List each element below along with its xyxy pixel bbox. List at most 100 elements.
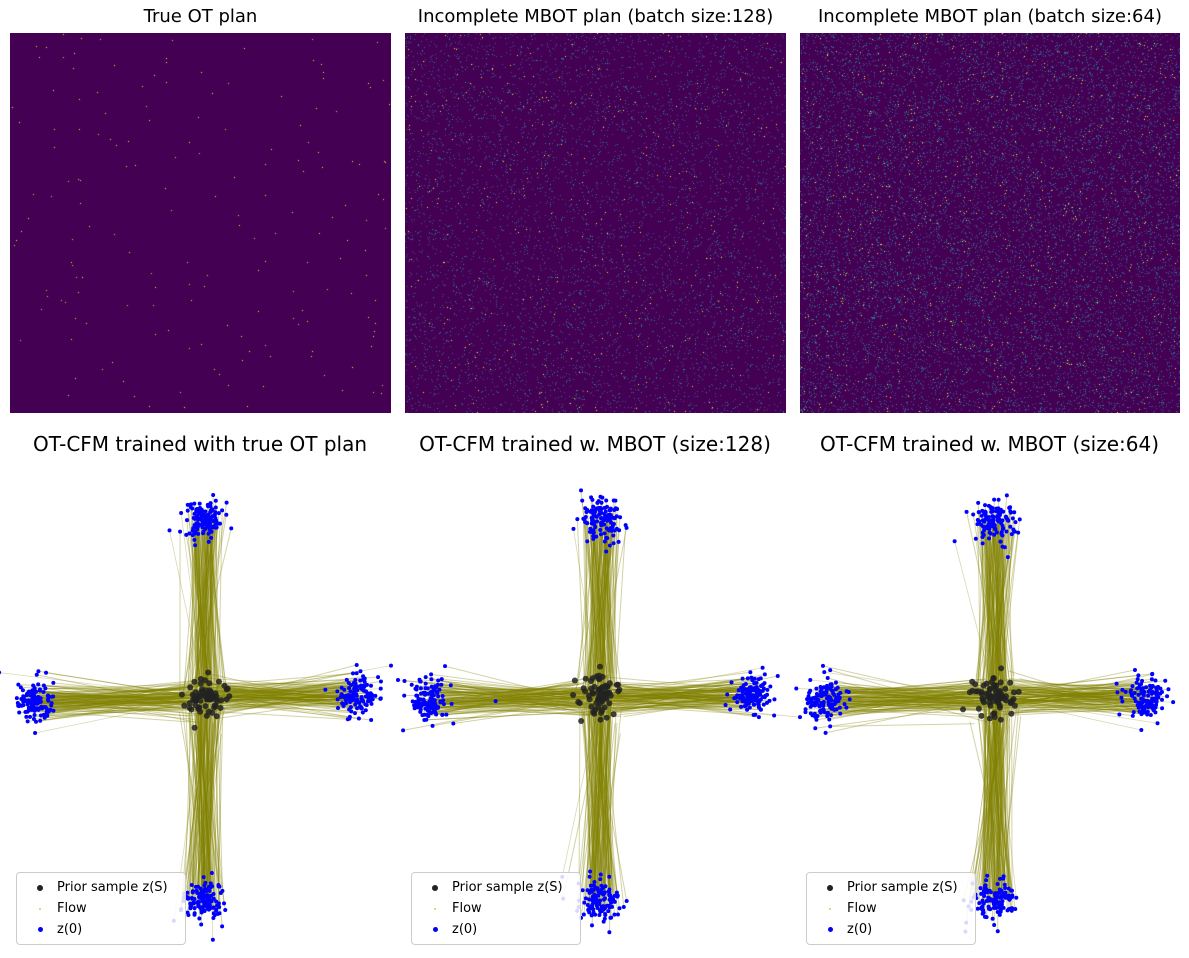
flow-line bbox=[991, 520, 1008, 691]
flow-line bbox=[404, 692, 598, 697]
flow-line bbox=[600, 508, 616, 688]
z0-point bbox=[38, 713, 43, 718]
flow-line bbox=[204, 703, 213, 874]
z0-point bbox=[760, 682, 765, 687]
z0-point bbox=[609, 520, 614, 525]
flow-line bbox=[1003, 534, 1013, 682]
flow-line bbox=[597, 706, 612, 903]
z0-point bbox=[179, 510, 184, 515]
flow-line bbox=[994, 697, 1013, 891]
flow-line bbox=[204, 517, 216, 691]
z0-point bbox=[601, 518, 606, 523]
flow-line bbox=[594, 700, 751, 710]
z0-point bbox=[1138, 686, 1143, 691]
z0-point bbox=[364, 682, 369, 687]
z0-point bbox=[979, 513, 984, 518]
z0-point bbox=[191, 516, 196, 521]
z0-point bbox=[980, 541, 985, 546]
flow-line bbox=[51, 702, 197, 706]
flow-line bbox=[596, 516, 602, 704]
z0-point bbox=[349, 694, 354, 699]
flow-line bbox=[997, 720, 1001, 909]
z0-point bbox=[362, 679, 367, 684]
flow-line bbox=[195, 511, 204, 678]
flow-line bbox=[830, 688, 983, 693]
z0-point bbox=[439, 682, 444, 687]
flow-line bbox=[821, 702, 979, 711]
flow-line bbox=[196, 513, 200, 689]
z0-point bbox=[415, 693, 420, 698]
flow-line bbox=[589, 704, 606, 915]
z0-point bbox=[1012, 510, 1017, 515]
flow-line bbox=[33, 694, 199, 699]
flow-line bbox=[998, 696, 1146, 702]
z0-point bbox=[48, 707, 53, 712]
z0-point bbox=[835, 685, 840, 690]
flow-line bbox=[994, 704, 1145, 708]
z0-point bbox=[206, 902, 211, 907]
flow-line bbox=[197, 518, 205, 697]
flow-line bbox=[27, 698, 198, 704]
flow-line bbox=[450, 684, 598, 705]
z0-point bbox=[615, 912, 620, 917]
z0-point bbox=[49, 694, 54, 699]
flow-line bbox=[998, 706, 1005, 894]
z0-point bbox=[439, 677, 444, 682]
flow-line bbox=[977, 717, 1004, 896]
flow-line bbox=[587, 699, 598, 904]
flow-line bbox=[202, 518, 211, 695]
z0-point bbox=[210, 937, 215, 942]
z0-point bbox=[41, 683, 46, 688]
flow-line bbox=[192, 530, 209, 704]
flow-line bbox=[1000, 512, 1015, 693]
flow-line bbox=[180, 512, 206, 699]
flow-line bbox=[834, 689, 989, 711]
z0-point bbox=[35, 701, 40, 706]
legend-z0-label: z(0) bbox=[57, 922, 83, 937]
flow-line bbox=[187, 504, 210, 697]
flow-line bbox=[1003, 685, 1151, 706]
flow-line bbox=[48, 695, 193, 700]
prior-point bbox=[202, 690, 209, 697]
z0-point bbox=[760, 665, 765, 670]
flow-line bbox=[419, 679, 597, 695]
flow-line bbox=[616, 682, 755, 691]
z0-point bbox=[192, 912, 197, 917]
z0-point bbox=[1160, 706, 1165, 711]
z0-point bbox=[996, 513, 1001, 518]
z0-point bbox=[423, 702, 428, 707]
flow-line bbox=[839, 695, 989, 699]
flow-line bbox=[998, 690, 1003, 902]
prior-point bbox=[191, 724, 198, 731]
flow-line bbox=[977, 543, 984, 691]
flow-line bbox=[599, 543, 614, 699]
flow-line bbox=[198, 686, 357, 700]
z0-point bbox=[389, 663, 394, 668]
flow-line bbox=[33, 684, 191, 696]
flow-line bbox=[995, 689, 1006, 893]
z0-point bbox=[1144, 685, 1149, 690]
prior-point bbox=[598, 691, 605, 698]
flow-line bbox=[985, 693, 999, 913]
z0-point bbox=[422, 717, 427, 722]
flow-line bbox=[420, 687, 602, 706]
prior-point bbox=[998, 665, 1005, 672]
flow-line bbox=[197, 519, 203, 697]
flow-line bbox=[194, 533, 197, 688]
flow-title-2: OT-CFM trained w. MBOT (size:128) bbox=[419, 432, 771, 456]
flow-line bbox=[990, 511, 1003, 696]
z0-point bbox=[1123, 689, 1128, 694]
flow-line bbox=[832, 701, 997, 709]
z0-point bbox=[747, 698, 752, 703]
flow-line bbox=[985, 519, 994, 694]
flow-line bbox=[190, 703, 221, 907]
prior-point bbox=[224, 685, 231, 692]
prior-point bbox=[590, 690, 597, 697]
prior-point bbox=[1010, 689, 1017, 696]
z0-point bbox=[25, 719, 30, 724]
z0-point bbox=[987, 526, 992, 531]
flow-line bbox=[50, 709, 209, 717]
flow-line bbox=[214, 680, 351, 699]
flow-line bbox=[203, 699, 205, 901]
flow-line bbox=[192, 706, 203, 892]
